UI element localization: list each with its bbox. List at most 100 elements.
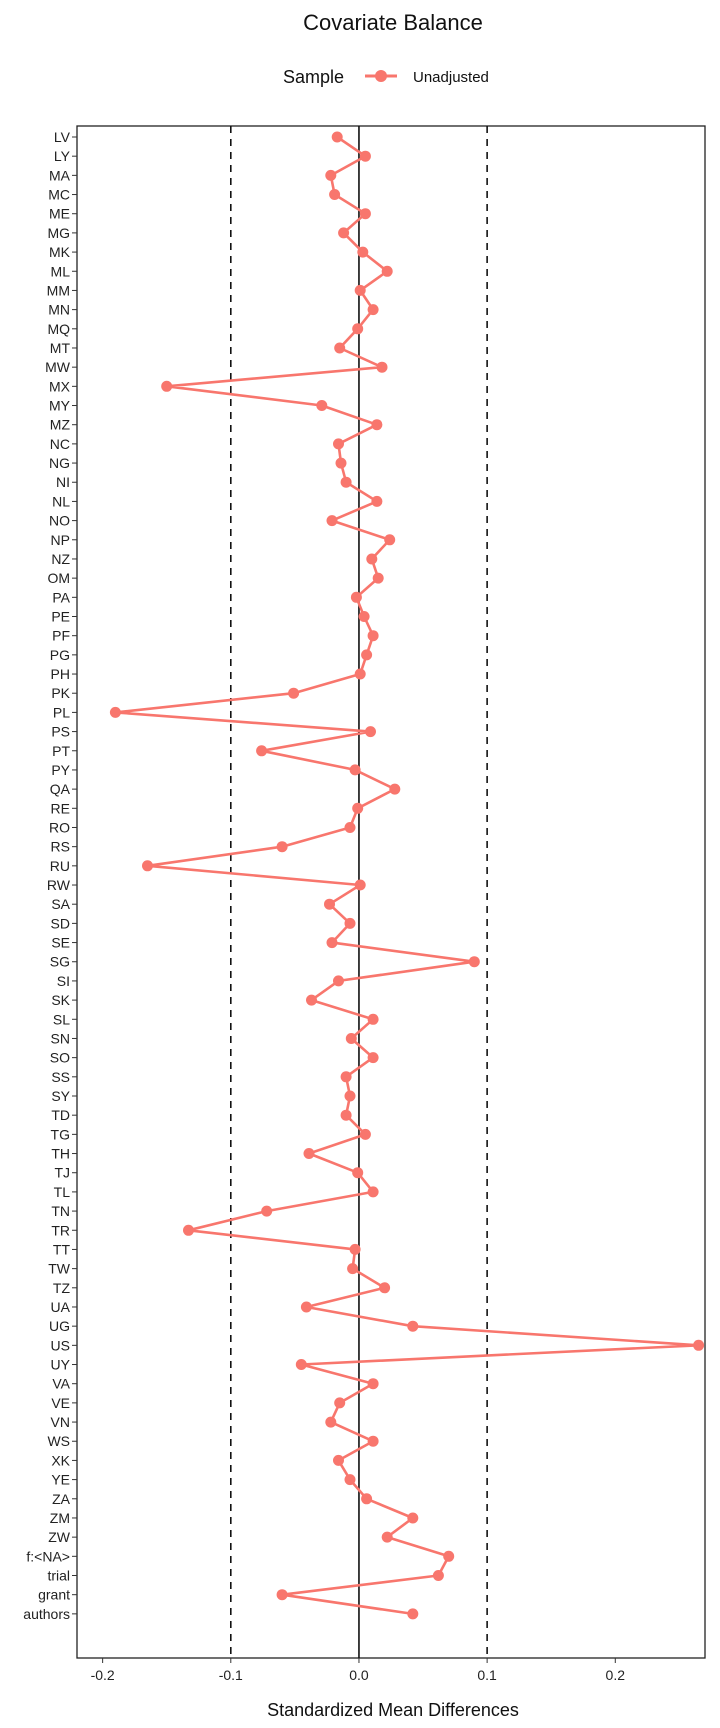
y-tick-label: PK [51, 685, 70, 701]
data-point [357, 246, 369, 258]
data-point [389, 783, 401, 795]
data-point [161, 380, 173, 392]
series-layer [109, 131, 705, 1620]
y-tick-label: VE [51, 1395, 70, 1411]
y-tick-label: grant [38, 1587, 70, 1603]
y-tick-label: MK [49, 244, 71, 260]
y-tick-label: MY [49, 398, 71, 414]
y-tick-label: SO [50, 1050, 70, 1066]
data-point [335, 457, 347, 469]
chart-title: Covariate Balance [303, 10, 483, 35]
data-point [333, 438, 344, 450]
data-point [334, 1397, 346, 1409]
series-line [114, 135, 700, 1616]
data-point [340, 1109, 352, 1121]
x-axis: -0.2 -0.1 0.0 0.1 0.2 [91, 1658, 626, 1683]
y-tick-label: UG [49, 1318, 70, 1334]
y-tick-label: SE [51, 935, 70, 951]
data-point [300, 1301, 312, 1313]
data-point [329, 189, 341, 200]
data-point [340, 476, 352, 488]
x-tick-label: -0.1 [219, 1667, 243, 1683]
y-tick-label: YE [51, 1472, 70, 1488]
y-tick-label: MT [50, 340, 71, 356]
y-tick-label: f:<NA> [26, 1548, 70, 1564]
y-tick-label: SS [51, 1069, 70, 1085]
data-point [344, 1090, 356, 1102]
data-point [407, 1320, 419, 1332]
data-point [349, 1243, 361, 1255]
y-tick-label: SG [50, 954, 70, 970]
data-point [349, 764, 361, 776]
data-point [384, 534, 396, 546]
y-tick-label: ZM [50, 1510, 70, 1526]
data-point [367, 1013, 379, 1025]
y-tick-label: WS [47, 1433, 70, 1449]
data-point [354, 879, 366, 891]
y-tick-label: SK [51, 992, 70, 1008]
data-point [276, 841, 288, 853]
y-tick-label: TD [51, 1107, 70, 1123]
y-tick-label: SA [51, 896, 70, 912]
y-tick-label: NI [56, 474, 70, 490]
data-point [352, 323, 364, 335]
data-point [407, 1608, 419, 1620]
data-point [367, 304, 379, 316]
data-point [142, 860, 153, 872]
y-tick-label: NG [49, 455, 70, 471]
data-point [365, 726, 376, 738]
data-point [352, 802, 364, 814]
y-tick-label: ML [51, 263, 71, 279]
y-tick-label: MN [48, 302, 70, 318]
y-tick-label: MX [49, 378, 71, 394]
data-point [359, 150, 371, 162]
x-tick-label: 0.2 [606, 1667, 626, 1683]
data-point [350, 591, 362, 603]
data-point [366, 553, 378, 565]
data-point [334, 342, 346, 354]
data-point [371, 495, 383, 507]
y-tick-label: UA [51, 1299, 71, 1315]
data-point [354, 668, 366, 680]
data-point [333, 1454, 344, 1466]
reference-lines [229, 126, 488, 1658]
data-point [367, 1186, 379, 1198]
data-point [326, 515, 338, 527]
data-point [109, 706, 121, 718]
y-tick-label: VN [51, 1414, 70, 1430]
y-tick-label: RE [51, 800, 70, 816]
data-point [345, 1033, 357, 1044]
data-point [344, 1474, 356, 1486]
data-point [354, 284, 366, 296]
data-point [359, 208, 371, 220]
data-point [376, 361, 388, 373]
y-tick-label: authors [23, 1606, 70, 1622]
y-tick-label: ME [49, 206, 70, 222]
x-tick-label: 0.0 [349, 1667, 369, 1683]
y-tick-label: PF [52, 628, 70, 644]
legend-series-marker [375, 70, 387, 82]
y-tick-label: PG [50, 647, 70, 663]
data-point [367, 630, 379, 642]
y-tick-label: TL [54, 1184, 71, 1200]
x-tick-label: -0.2 [91, 1667, 115, 1683]
y-tick-label: RS [51, 839, 70, 855]
data-point [381, 265, 393, 277]
data-point [338, 227, 350, 239]
y-tick-label: PT [52, 743, 70, 759]
y-tick-label: SN [51, 1030, 70, 1046]
y-tick-label: NZ [51, 551, 70, 567]
data-point [379, 1282, 391, 1294]
y-tick-label: PS [51, 724, 70, 740]
y-tick-label: MW [45, 359, 71, 375]
legend: Sample Unadjusted [283, 67, 489, 87]
data-point [381, 1531, 393, 1543]
y-tick-label: SD [51, 915, 70, 931]
y-tick-label: TW [48, 1261, 71, 1277]
y-tick-label: TN [51, 1203, 70, 1219]
y-tick-label: SL [53, 1011, 70, 1027]
y-tick-label: ZA [52, 1491, 71, 1507]
data-point [333, 975, 344, 987]
data-point [288, 687, 300, 699]
y-tick-label: MA [49, 167, 71, 183]
